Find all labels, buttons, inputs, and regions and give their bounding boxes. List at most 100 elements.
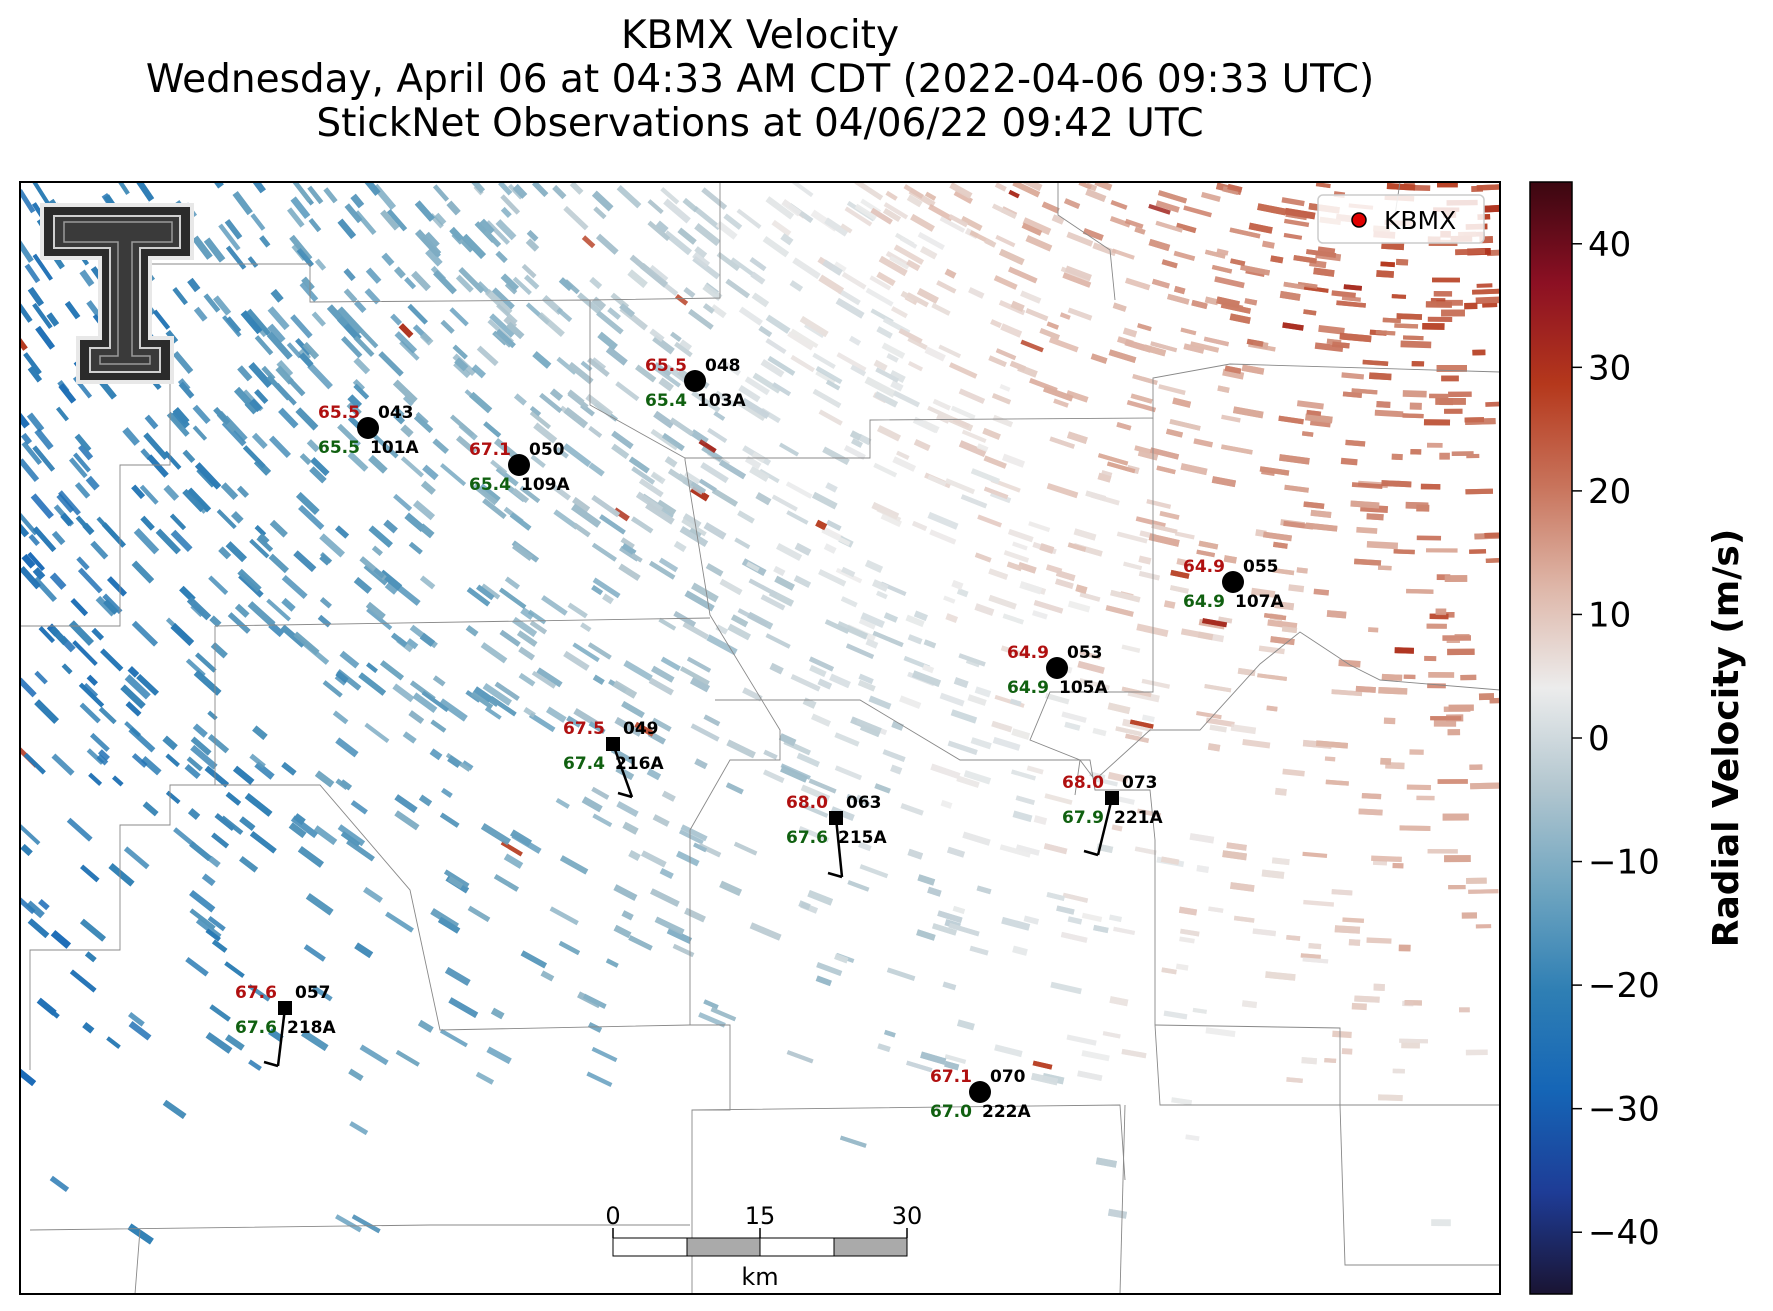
velocity-gate — [1056, 905, 1075, 915]
velocity-gate — [988, 568, 1009, 580]
velocity-gate — [1075, 584, 1088, 594]
velocity-gate — [107, 576, 127, 597]
velocity-gate — [703, 522, 727, 540]
velocity-gate — [763, 749, 778, 760]
velocity-gate — [518, 646, 535, 661]
velocity-gate — [165, 753, 180, 767]
velocity-gate — [250, 213, 266, 231]
velocity-gate — [900, 803, 924, 816]
velocity-gate — [1437, 779, 1468, 784]
velocity-gate — [892, 456, 916, 472]
velocity-gate — [80, 864, 100, 883]
velocity-gate — [1135, 516, 1166, 528]
velocity-gate — [995, 348, 1017, 361]
velocity-gate — [684, 471, 701, 485]
velocity-gate — [368, 454, 388, 474]
velocity-gate — [513, 393, 527, 406]
velocity-gate — [956, 1019, 975, 1031]
station-073[interactable]: 68.0 073 67.9 221A — [1062, 773, 1163, 857]
velocity-gate — [1427, 316, 1453, 323]
velocity-gate — [1046, 482, 1079, 499]
velocity-gate — [673, 611, 697, 628]
velocity-gate — [991, 720, 1013, 733]
velocity-gate — [605, 346, 628, 366]
velocity-gate — [719, 880, 742, 897]
velocity-gate — [932, 398, 951, 411]
velocity-gate — [1169, 585, 1189, 594]
velocity-gate — [120, 684, 146, 709]
velocity-gate — [326, 304, 349, 328]
velocity-gate — [354, 942, 374, 959]
velocity-gate — [192, 723, 208, 738]
velocity-gate — [1232, 406, 1264, 419]
velocity-gate — [858, 841, 872, 852]
station-050[interactable]: 67.1 050 65.4 109A — [469, 440, 570, 495]
velocity-gate — [949, 362, 978, 379]
velocity-gate — [381, 252, 395, 267]
station-048[interactable]: 65.5 048 65.4 103A — [645, 356, 746, 411]
velocity-gate — [1286, 934, 1301, 941]
velocity-gate — [1061, 711, 1087, 723]
velocity-gate — [876, 326, 893, 339]
velocity-gate — [1451, 451, 1474, 456]
velocity-gate — [1257, 203, 1287, 216]
velocity-gate — [170, 529, 193, 553]
velocity-gate — [305, 893, 334, 916]
velocity-gate — [313, 825, 338, 846]
velocity-gate — [924, 346, 946, 362]
velocity-gate — [512, 276, 532, 296]
station-053[interactable]: 64.9 053 64.9 105A — [1007, 643, 1108, 698]
velocity-gate — [719, 578, 743, 596]
velocity-gate — [681, 518, 707, 537]
velocity-gate — [432, 675, 446, 687]
velocity-gate — [585, 393, 613, 418]
velocity-gate — [860, 612, 885, 629]
station-063[interactable]: 68.0 063 67.6 215A — [786, 793, 887, 879]
wind-barb-flag — [1083, 849, 1099, 857]
velocity-gate — [1241, 364, 1265, 375]
velocity-gate — [140, 515, 155, 531]
velocity-gate — [1331, 290, 1356, 299]
velocity-gate — [1355, 685, 1376, 693]
velocity-gate — [670, 331, 682, 342]
velocity-gate — [523, 274, 540, 290]
velocity-gate — [993, 275, 1018, 290]
velocity-gate — [461, 760, 474, 771]
velocity-gate — [182, 488, 205, 513]
velocity-gate — [186, 756, 203, 772]
velocity-gate — [364, 288, 381, 305]
velocity-gate — [865, 638, 879, 649]
velocity-gate — [349, 1121, 369, 1136]
velocity-gate — [1108, 914, 1123, 923]
velocity-gate — [207, 734, 230, 754]
velocity-gate — [1342, 391, 1363, 398]
station-049[interactable]: 67.5 049 67.4 216A — [563, 719, 664, 799]
station-043[interactable]: 65.5 043 65.5 101A — [318, 403, 419, 458]
velocity-gate — [815, 975, 832, 987]
station-070[interactable]: 67.1 070 67.0 222A — [930, 1067, 1031, 1122]
velocity-gate — [242, 445, 266, 469]
velocity-gate — [1272, 541, 1288, 549]
station-055[interactable]: 64.9 055 64.9 107A — [1183, 557, 1284, 612]
velocity-gate — [885, 190, 898, 201]
velocity-gate — [1310, 509, 1332, 518]
velocity-gate — [1368, 627, 1379, 633]
velocity-gate — [688, 309, 714, 330]
velocity-gate — [195, 652, 217, 673]
velocity-gate — [1424, 655, 1437, 662]
velocity-gate — [1306, 249, 1337, 258]
velocity-gate — [1265, 971, 1296, 981]
velocity-gate — [1167, 293, 1190, 305]
velocity-gate — [393, 412, 405, 425]
velocity-gate — [872, 630, 904, 648]
velocity-gate — [100, 648, 124, 672]
velocity-gate — [1395, 258, 1409, 266]
velocity-gate — [799, 316, 829, 338]
velocity-gate — [128, 727, 156, 753]
velocity-gate — [949, 182, 973, 199]
velocity-gate — [738, 384, 761, 403]
station-057[interactable]: 67.6 057 67.6 218A — [235, 983, 336, 1068]
velocity-gate — [1414, 184, 1431, 192]
velocity-gate — [929, 529, 957, 545]
